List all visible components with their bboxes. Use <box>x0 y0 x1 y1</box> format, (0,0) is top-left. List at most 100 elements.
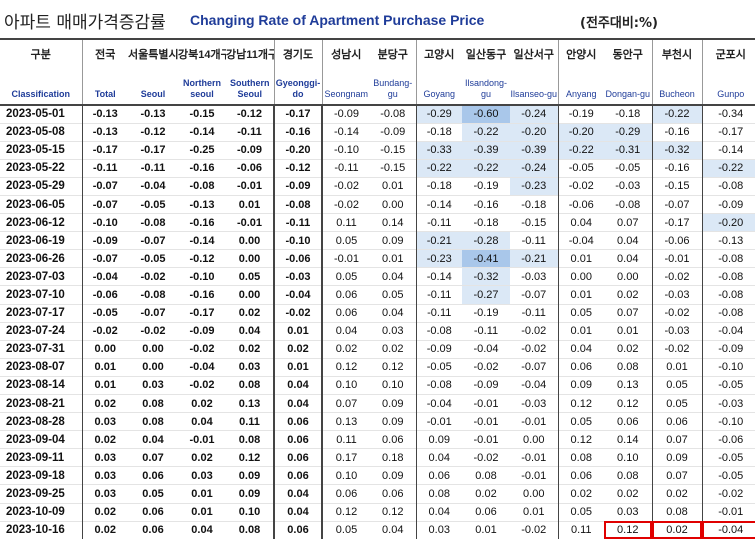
value-cell: 0.04 <box>226 321 274 341</box>
value-cell: -0.06 <box>81 285 128 305</box>
value-cell: 0.11 <box>321 213 370 232</box>
value-cell: -0.13 <box>81 104 128 124</box>
value-cell: -0.02 <box>178 375 226 395</box>
value-cell: -0.15 <box>178 104 226 124</box>
value-cell: -0.41 <box>462 249 510 268</box>
date-cell: 2023-07-03 <box>0 267 82 286</box>
value-cell: -0.20 <box>701 213 755 232</box>
value-cell: -0.03 <box>510 267 558 286</box>
value-cell: 0.08 <box>226 430 274 449</box>
value-cell: -0.09 <box>701 339 755 359</box>
value-cell: -0.08 <box>701 285 755 305</box>
value-cell: -0.02 <box>510 339 558 359</box>
value-cell: -0.12 <box>178 249 226 268</box>
value-cell: 0.06 <box>370 430 416 449</box>
value-cell: -0.18 <box>604 104 652 124</box>
date-cell: 2023-09-11 <box>0 448 82 467</box>
column-header-ko: 부천시 <box>651 39 702 68</box>
value-cell: 0.04 <box>557 213 604 232</box>
value-cell: -0.14 <box>701 140 755 160</box>
value-cell: -0.04 <box>701 321 755 341</box>
value-cell: -0.11 <box>273 213 322 232</box>
value-cell: 0.05 <box>321 231 370 250</box>
value-cell: 0.04 <box>273 393 322 413</box>
value-cell: 0.08 <box>226 520 274 540</box>
value-cell: 0.02 <box>651 484 702 504</box>
unit-label: (전주대비:%) <box>580 16 658 31</box>
value-cell: -0.03 <box>651 321 702 341</box>
value-cell: 0.06 <box>321 484 370 504</box>
value-cell: 0.05 <box>128 484 178 504</box>
value-cell: 0.03 <box>81 412 128 431</box>
value-cell: -0.09 <box>701 194 755 214</box>
value-cell: -0.10 <box>321 140 370 160</box>
value-cell: 0.06 <box>321 285 370 305</box>
table-row: 2023-06-19 -0.09 -0.07 -0.14 0.00 -0.10 0.05 0.… <box>0 231 755 250</box>
value-cell: -0.04 <box>701 520 755 540</box>
value-cell: -0.16 <box>178 285 226 305</box>
value-cell: -0.14 <box>415 194 462 214</box>
value-cell: -0.07 <box>128 303 178 323</box>
value-cell: -0.22 <box>462 122 510 142</box>
value-cell: 0.08 <box>415 484 462 504</box>
value-cell: -0.01 <box>510 448 558 467</box>
value-cell: -0.02 <box>321 194 370 214</box>
value-cell: -0.07 <box>81 176 128 196</box>
value-cell: 0.02 <box>178 393 226 413</box>
value-cell: -0.09 <box>462 375 510 395</box>
value-cell: -0.19 <box>462 176 510 196</box>
value-cell: -0.11 <box>462 321 510 341</box>
column-header-ko: 서울특별시 <box>128 49 178 61</box>
price-change-table: 구분 전국 서울특별시 강북14개구 강남11개구 경기도 성남시 분당구 고양시 일산동구 일산서… <box>0 38 755 540</box>
value-cell: -0.34 <box>701 104 755 124</box>
value-cell: -0.11 <box>510 303 558 323</box>
value-cell: -0.01 <box>701 502 755 522</box>
value-cell: 0.06 <box>462 502 510 522</box>
value-cell: -0.05 <box>128 249 178 268</box>
table-row: 2023-07-24 -0.02 -0.02 -0.09 0.04 0.01 0.04 0.0… <box>0 321 755 341</box>
value-cell: -0.18 <box>510 194 558 214</box>
value-cell: -0.11 <box>226 122 274 142</box>
value-cell: 0.06 <box>273 448 322 467</box>
value-cell: 0.12 <box>604 520 652 540</box>
value-cell: 0.00 <box>370 194 416 214</box>
value-cell: 0.01 <box>81 375 128 395</box>
value-cell: -0.07 <box>81 249 128 268</box>
value-cell: 0.09 <box>651 448 702 467</box>
value-cell: 0.08 <box>226 375 274 395</box>
value-cell: 0.06 <box>128 466 178 485</box>
value-cell: 0.04 <box>178 412 226 431</box>
value-cell: 0.07 <box>604 303 652 323</box>
value-cell: -0.20 <box>273 140 322 160</box>
value-cell: -0.08 <box>604 194 652 214</box>
value-cell: -0.08 <box>701 249 755 268</box>
column-header-ko: 일산동구 <box>465 49 507 61</box>
value-cell: 0.01 <box>226 194 274 214</box>
value-cell: -0.19 <box>557 104 604 124</box>
value-cell: 0.06 <box>273 466 322 485</box>
value-cell: -0.04 <box>557 231 604 250</box>
value-cell: 0.12 <box>321 502 370 522</box>
value-cell: -0.39 <box>462 140 510 160</box>
value-cell: -0.25 <box>178 140 226 160</box>
value-cell: -0.13 <box>81 122 128 142</box>
value-cell: 0.04 <box>604 231 652 250</box>
value-cell: -0.18 <box>462 213 510 232</box>
value-cell: -0.02 <box>178 339 226 359</box>
value-cell: -0.12 <box>128 122 178 142</box>
value-cell: -0.08 <box>128 285 178 305</box>
value-cell: -0.13 <box>701 231 755 250</box>
value-cell: -0.05 <box>557 158 604 178</box>
value-cell: 0.07 <box>128 448 178 467</box>
value-cell: 0.12 <box>604 393 652 413</box>
value-cell: -0.09 <box>321 104 370 124</box>
value-cell: -0.05 <box>604 158 652 178</box>
value-cell: -0.06 <box>273 249 322 268</box>
value-cell: -0.08 <box>701 303 755 323</box>
value-cell: 0.03 <box>128 375 178 395</box>
value-cell: 0.02 <box>370 339 416 359</box>
value-cell: -0.07 <box>128 231 178 250</box>
date-cell: 2023-06-05 <box>0 194 82 214</box>
value-cell: -0.02 <box>273 303 322 323</box>
value-cell: -0.12 <box>273 158 322 178</box>
